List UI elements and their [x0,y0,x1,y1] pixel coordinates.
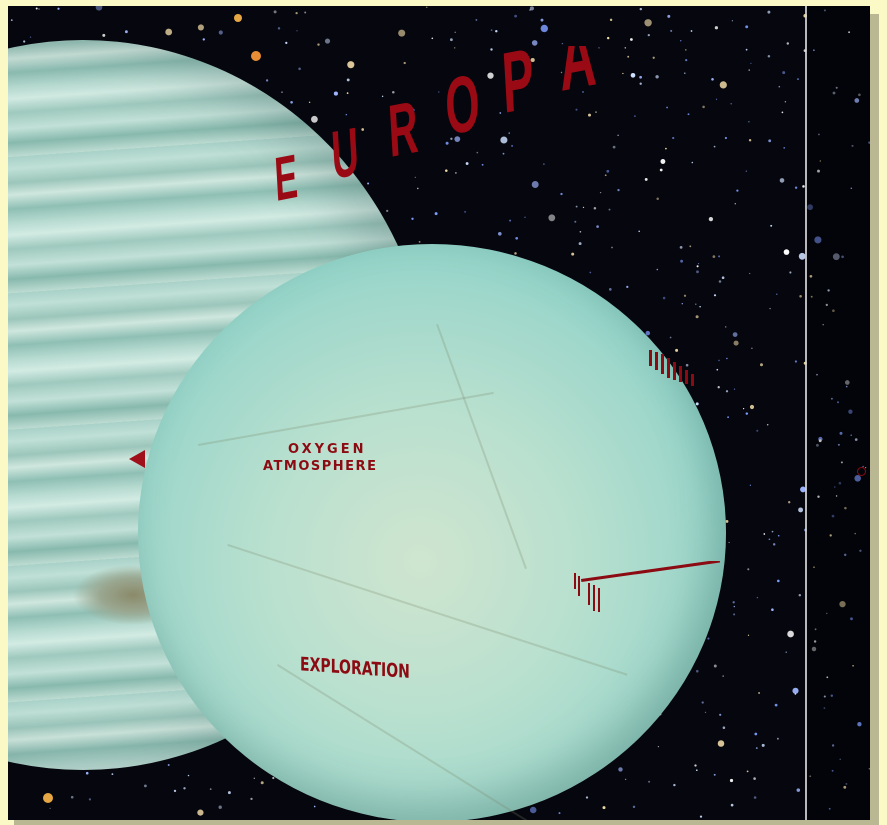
edge-label-bars[interactable] [568,561,728,621]
title-letter: E [273,141,300,214]
ring-marker-icon[interactable] [857,467,866,476]
europa-moon[interactable] [138,244,726,820]
atmosphere-label[interactable]: ATMOSPHERE [263,459,378,474]
title-letter: P [500,46,537,131]
panel-shadow-bottom [14,820,879,825]
oxygen-label[interactable]: OXYGEN [288,442,367,457]
viewport-divider[interactable] [805,6,807,820]
arrow-marker-icon[interactable] [129,450,145,468]
title-letter: A [556,46,598,111]
title-letter: U [329,112,360,194]
side-label-bars[interactable] [645,344,705,394]
panel-shadow [870,14,879,825]
right-viewport-strip [807,6,870,820]
title-letter: R [386,85,420,173]
title-letter: O [443,57,482,152]
